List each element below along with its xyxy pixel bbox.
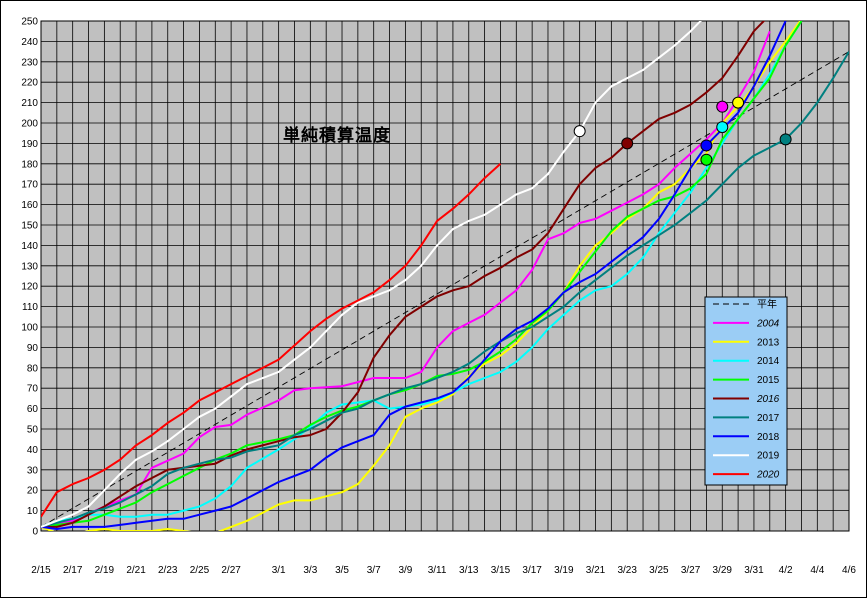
y-tick-label: 0 [32,527,38,538]
y-tick-label: 150 [21,221,38,232]
x-tick-label: 4/4 [810,565,824,576]
y-tick-label: 40 [27,445,39,456]
legend-label-平年: 平年 [757,298,777,311]
y-tick-label: 230 [21,57,38,68]
y-tick-label: 120 [21,282,38,293]
x-tick-label: 2/15 [31,565,51,576]
x-tick-label: 2/19 [95,565,115,576]
x-tick-label: 3/19 [554,565,574,576]
marker-2013 [732,96,745,109]
legend-label-2013: 2013 [757,337,780,348]
marker-2014 [716,121,729,134]
y-tick-label: 160 [21,200,38,211]
y-tick-label: 210 [21,98,38,109]
x-tick-label: 3/9 [398,565,412,576]
series-line-2016 [41,21,766,528]
legend-label-2019: 2019 [757,451,780,462]
marker-2015 [700,153,713,166]
legend-label-2016: 2016 [756,394,780,405]
y-tick-label: 90 [27,343,39,354]
x-tick-label: 3/15 [491,565,511,576]
series-line-2017 [41,51,849,528]
y-tick-label: 110 [22,302,38,313]
y-tick-label: 200 [21,119,38,130]
y-tick-label: 60 [27,404,39,415]
x-tick-label: 3/17 [522,565,542,576]
legend-label-2018: 2018 [757,432,780,443]
x-tick-label: 2/25 [190,565,210,576]
x-tick-label: 4/6 [842,565,856,576]
series-line-2004 [41,30,771,528]
x-tick-label: 3/29 [713,565,733,576]
marker-2004 [716,100,729,113]
x-tick-label: 3/31 [744,565,764,576]
y-tick-label: 20 [27,486,39,497]
series-line-2019 [41,21,702,528]
marker-2018 [700,139,713,152]
legend-label-2014: 2014 [757,356,780,367]
x-tick-label: 3/27 [681,565,701,576]
x-tick-label: 3/23 [617,565,637,576]
series-line-2014 [41,21,803,528]
y-tick-label: 130 [21,261,38,272]
x-tick-label: 3/13 [459,565,479,576]
x-tick-label: 3/7 [367,565,381,576]
y-tick-label: 10 [27,506,39,517]
y-tick-label: 220 [21,78,38,89]
y-tick-label: 70 [27,384,39,395]
x-tick-label: 3/1 [272,565,286,576]
series-line-2013 [41,21,802,531]
series-line-2018 [41,21,787,530]
y-tick-label: 100 [21,323,38,334]
marker-2017 [779,133,792,146]
x-tick-label: 4/2 [779,565,793,576]
x-tick-label: 2/23 [158,565,178,576]
series-lines [41,21,849,531]
legend-label-2015: 2015 [757,375,780,386]
y-tick-label: 190 [21,139,38,150]
marker-2019 [573,125,586,138]
y-tick-label: 180 [21,159,38,170]
x-axis-ticks: 2/15 2/17 2/19 2/21 2/23 2/25 2/27 3/1 3/3 3/5 3/7… [31,565,856,576]
legend-label-2020: 2020 [756,470,780,481]
y-tick-label: 170 [21,180,38,191]
x-tick-label: 3/25 [649,565,669,576]
x-tick-label: 2/21 [126,565,146,576]
legend: 平年 2004 2013 2014 2015 2016 2017 2018 2019 2020 [704,296,788,486]
legend-label-2004: 2004 [756,318,780,329]
legend-label-2017: 2017 [757,413,780,424]
x-tick-label: 3/3 [303,565,317,576]
marker-2016 [621,137,634,150]
x-tick-label: 3/21 [586,565,606,576]
y-tick-label: 240 [21,37,38,48]
series-markers [573,96,792,166]
y-tick-label: 30 [27,465,39,476]
chart-title: 単純積算温度 [283,125,391,146]
y-tick-label: 140 [21,241,38,252]
x-tick-label: 3/11 [428,565,447,576]
x-tick-label: 2/27 [221,565,241,576]
y-axis-ticks: 0 10 20 30 40 50 60 70 80 90 100 110 120 130 140 150 160… [21,17,38,538]
y-tick-label: 50 [27,425,39,436]
series-line-2020 [41,163,502,518]
legend-box [704,296,788,486]
x-tick-label: 3/5 [335,565,349,576]
x-tick-label: 2/17 [63,565,83,576]
y-tick-label: 80 [27,363,39,374]
y-tick-label: 250 [21,17,38,28]
